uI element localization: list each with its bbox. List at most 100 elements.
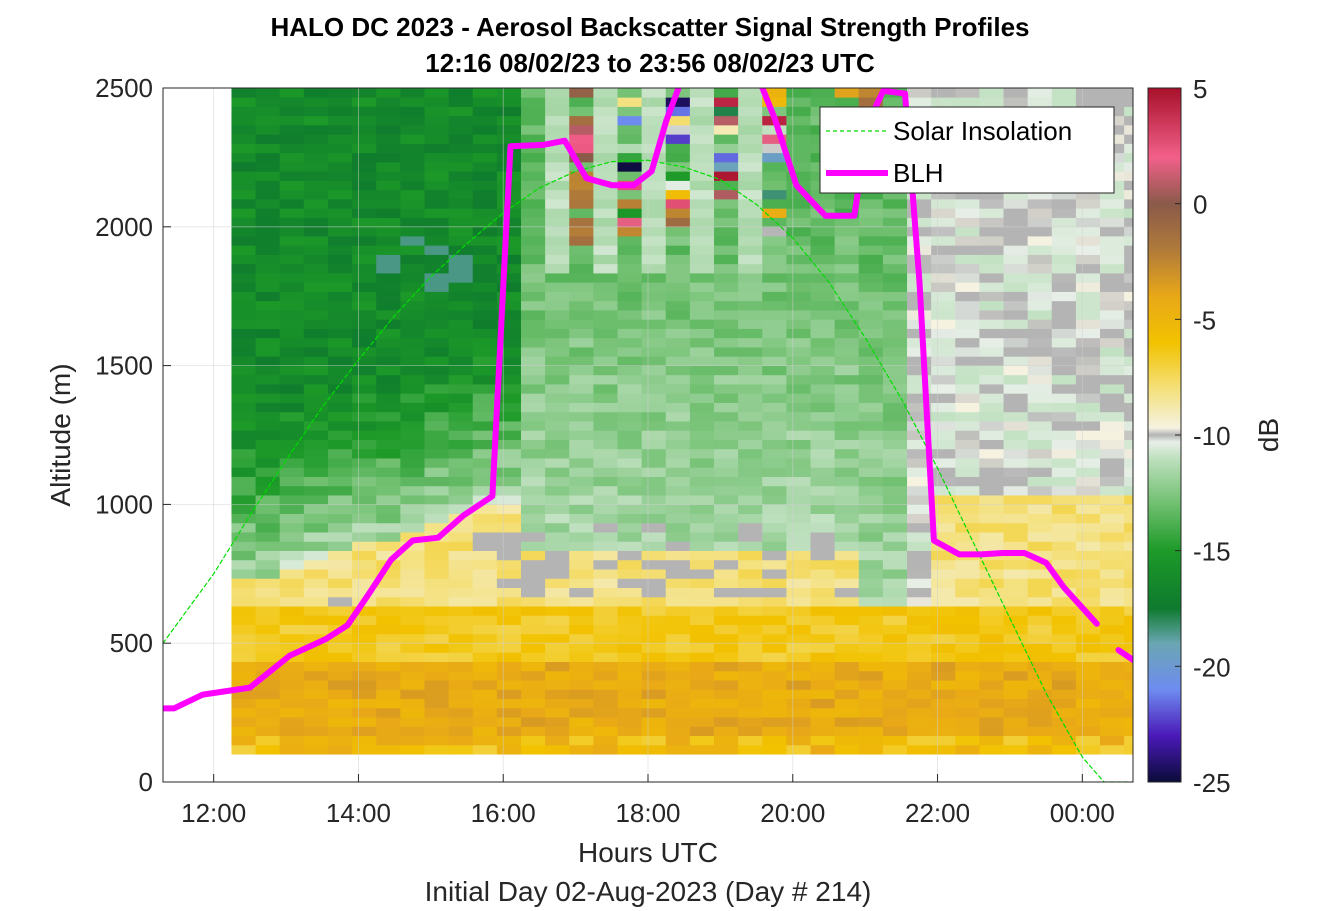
heatmap-cell [545, 208, 570, 218]
heatmap-cell [689, 143, 715, 154]
heatmap-cell [400, 217, 426, 228]
heatmap-cell [1269, 88, 1294, 98]
heatmap-cell [1221, 162, 1246, 172]
heatmap-cell [738, 217, 763, 228]
heatmap-cell [858, 531, 884, 542]
heatmap-cell [376, 624, 401, 635]
heatmap-cell [545, 448, 570, 459]
heatmap-cell [738, 624, 763, 635]
heatmap-cell [786, 171, 812, 181]
heatmap-cell [979, 587, 1005, 598]
heatmap-cell [279, 467, 305, 477]
heatmap-cell [617, 106, 643, 117]
heatmap-cell [1124, 254, 1133, 265]
heatmap-cell [810, 88, 836, 98]
heatmap-cell [1075, 448, 1101, 459]
heatmap-cell [762, 587, 787, 598]
heatmap-cell [520, 282, 546, 292]
heatmap-cell [1100, 615, 1125, 625]
heatmap-cell [376, 485, 401, 496]
heatmap-cell [907, 531, 932, 542]
heatmap-cell [352, 319, 377, 329]
heatmap-cell [714, 97, 739, 107]
heatmap-cell [231, 448, 257, 459]
heatmap-cell [714, 420, 739, 431]
heatmap-cell [689, 420, 715, 431]
heatmap-cell [593, 439, 619, 450]
heatmap-cell [882, 550, 908, 561]
heatmap-cell [907, 744, 932, 755]
heatmap-cell [1003, 282, 1029, 292]
heatmap-cell [303, 402, 329, 413]
heatmap-cell [714, 134, 739, 144]
heatmap-cell [1293, 106, 1318, 116]
heatmap-cell [858, 624, 884, 635]
heatmap-cell [303, 430, 329, 440]
heatmap-cell [1003, 365, 1029, 376]
heatmap-cell [569, 282, 594, 292]
heatmap-cell [352, 226, 377, 237]
heatmap-cell [762, 642, 787, 653]
heatmap-cell [231, 208, 257, 218]
heatmap-cell [810, 578, 836, 588]
heatmap-cell [1269, 643, 1294, 653]
heatmap-cell [810, 522, 836, 533]
heatmap-cell [1051, 513, 1077, 524]
heatmap-cell [762, 485, 787, 496]
heatmap-cell [231, 106, 257, 117]
heatmap-cell [1245, 264, 1270, 274]
heatmap-cell [279, 337, 305, 348]
heatmap-cell [472, 208, 498, 218]
heatmap-cell [352, 430, 377, 440]
heatmap-cell [665, 245, 691, 255]
heatmap-cell [714, 707, 739, 718]
heatmap-cell [472, 217, 498, 228]
heatmap-cell [279, 531, 305, 542]
heatmap-cell [1245, 106, 1270, 116]
heatmap-cell [545, 282, 570, 292]
heatmap-cell [1003, 430, 1029, 440]
heatmap-cell [303, 393, 329, 403]
heatmap-cell [327, 587, 353, 598]
heatmap-cell [569, 504, 594, 514]
heatmap-cell [1245, 97, 1270, 107]
heatmap-cell [665, 485, 691, 496]
heatmap-cell [907, 457, 932, 468]
heatmap-cell [1317, 597, 1342, 607]
heatmap-cell [1197, 689, 1222, 699]
heatmap-cell [641, 134, 667, 144]
heatmap-cell [907, 198, 932, 209]
heatmap-cell [569, 698, 594, 709]
heatmap-cell [1051, 309, 1077, 320]
heatmap-cell [955, 716, 981, 727]
heatmap-cell [1003, 707, 1029, 718]
heatmap-cell [520, 411, 546, 422]
heatmap-cell [231, 217, 257, 228]
heatmap-cell [255, 578, 281, 588]
heatmap-cell [665, 661, 691, 672]
heatmap-cell [231, 689, 257, 700]
heatmap-cell [1293, 569, 1318, 579]
heatmap-cell [1293, 467, 1318, 477]
heatmap-cell [255, 642, 281, 653]
heatmap-cell [1100, 485, 1125, 496]
heatmap-cell [1245, 347, 1270, 357]
heatmap-cell [1100, 208, 1125, 218]
heatmap-cell [472, 670, 498, 681]
heatmap-cell [1051, 726, 1077, 737]
heatmap-cell [472, 106, 498, 117]
heatmap-cell [714, 356, 739, 366]
heatmap-cell [1003, 189, 1029, 200]
heatmap-cell [1317, 171, 1342, 181]
heatmap-cell [448, 309, 474, 320]
heatmap-cell [472, 698, 498, 709]
heatmap-cell [1317, 282, 1342, 292]
heatmap-cell [1317, 569, 1342, 579]
heatmap-cell [593, 467, 619, 477]
heatmap-cell [1245, 578, 1270, 588]
heatmap-cell [810, 254, 836, 265]
heatmap-cell [1075, 522, 1101, 533]
heatmap-cell [617, 439, 643, 450]
heatmap-cell [810, 374, 836, 385]
heatmap-cell [834, 689, 860, 700]
